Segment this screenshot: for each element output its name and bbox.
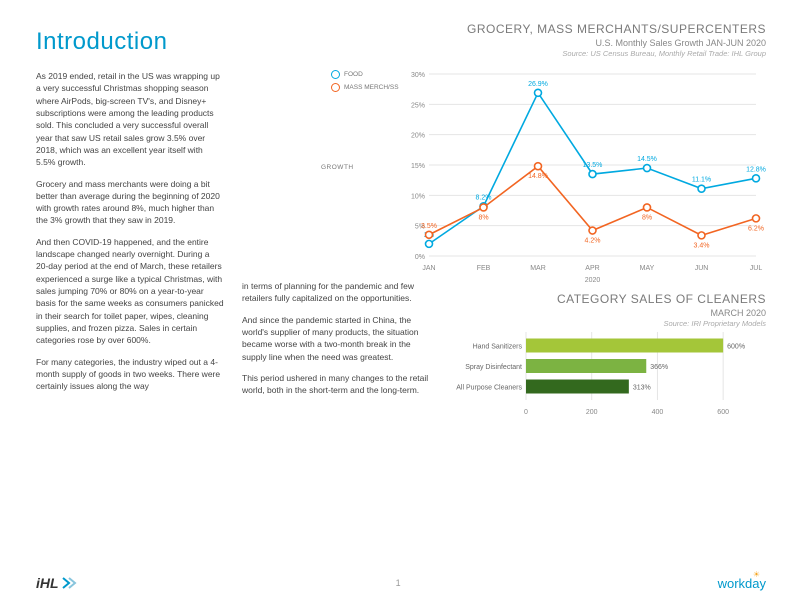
line-chart-legend: FOOD MASS MERCH/SS: [331, 70, 399, 96]
svg-text:Hand Sanitizers: Hand Sanitizers: [473, 344, 523, 351]
line-chart: FOOD MASS MERCH/SS GROWTH 0%5%10%15%20%2…: [401, 64, 766, 284]
bar-chart-source: Source: IRI Proprietary Models: [401, 319, 766, 328]
logo-ihl-text: iHL: [36, 575, 59, 591]
svg-text:JAN: JAN: [422, 265, 435, 272]
bar-chart-subtitle: MARCH 2020: [401, 308, 766, 318]
svg-text:JUN: JUN: [695, 265, 709, 272]
footer: iHL 1 ☀ workday: [0, 575, 802, 591]
svg-text:26.9%: 26.9%: [528, 81, 548, 88]
line-chart-title: GROCERY, MASS MERCHANTS/SUPERCENTERS: [401, 22, 766, 36]
line-chart-ylabel: GROWTH: [321, 164, 354, 171]
bar-chart-svg: 0 200 400 600 Hand Sanitizers 600% Spray Disin…: [446, 328, 766, 418]
svg-text:10%: 10%: [411, 193, 425, 200]
svg-text:600%: 600%: [727, 344, 745, 351]
para-3: And then COVID-19 happened, and the enti…: [36, 236, 224, 347]
svg-text:MAY: MAY: [640, 265, 655, 272]
svg-text:6.2%: 6.2%: [748, 225, 764, 232]
svg-text:20%: 20%: [411, 133, 425, 140]
legend-marker-mass: [331, 83, 340, 92]
svg-text:3.4%: 3.4%: [694, 242, 710, 249]
page-number: 1: [396, 578, 401, 588]
svg-text:25%: 25%: [411, 102, 425, 109]
svg-text:Spray Disinfectant: Spray Disinfectant: [465, 364, 522, 371]
svg-text:600: 600: [717, 409, 729, 416]
chevron-icon: [61, 576, 79, 590]
svg-text:12.8%: 12.8%: [746, 166, 766, 173]
para-1: As 2019 ended, retail in the US was wrap…: [36, 70, 224, 169]
svg-text:MAR: MAR: [530, 265, 546, 272]
svg-text:200: 200: [586, 409, 598, 416]
svg-text:APR: APR: [585, 265, 599, 272]
svg-text:8%: 8%: [478, 214, 488, 221]
svg-text:0%: 0%: [415, 254, 425, 261]
svg-text:All Purpose Cleaners: All Purpose Cleaners: [456, 385, 522, 392]
svg-text:366%: 366%: [650, 364, 668, 371]
logo-workday: ☀ workday: [718, 576, 766, 591]
legend-label-mass: MASS MERCH/SS: [344, 84, 399, 91]
para-2: Grocery and mass merchants were doing a …: [36, 178, 224, 227]
svg-text:15%: 15%: [411, 163, 425, 170]
svg-text:30%: 30%: [411, 72, 425, 79]
line-chart-block: GROCERY, MASS MERCHANTS/SUPERCENTERS U.S…: [401, 22, 766, 284]
legend-label-food: FOOD: [344, 71, 363, 78]
line-chart-source: Source: US Census Bureau, Monthly Retail…: [401, 49, 766, 58]
svg-text:14.5%: 14.5%: [637, 156, 657, 163]
legend-item-mass: MASS MERCH/SS: [331, 83, 399, 92]
svg-text:4.2%: 4.2%: [585, 238, 601, 245]
svg-text:JUL: JUL: [750, 265, 763, 272]
sun-icon: ☀: [753, 570, 760, 579]
svg-text:8.2%: 8.2%: [476, 194, 492, 201]
svg-text:11.1%: 11.1%: [692, 177, 711, 184]
legend-marker-food: [331, 70, 340, 79]
para-4: For many categories, the industry wiped …: [36, 356, 224, 393]
svg-text:313%: 313%: [633, 385, 651, 392]
logo-ihl: iHL: [36, 575, 79, 591]
svg-text:13.5%: 13.5%: [583, 162, 603, 169]
charts-area: GROCERY, MASS MERCHANTS/SUPERCENTERS U.S…: [401, 22, 766, 423]
svg-text:2020: 2020: [585, 277, 601, 284]
svg-text:8%: 8%: [642, 214, 652, 221]
svg-text:3.5%: 3.5%: [421, 223, 437, 230]
line-chart-subtitle: U.S. Monthly Sales Growth JAN-JUN 2020: [401, 38, 766, 48]
svg-text:FEB: FEB: [477, 265, 491, 272]
svg-text:0: 0: [524, 409, 528, 416]
column-left: As 2019 ended, retail in the US was wrap…: [36, 70, 224, 406]
svg-text:14.8%: 14.8%: [528, 173, 548, 180]
bar-chart-title: CATEGORY SALES OF CLEANERS: [401, 292, 766, 306]
legend-item-food: FOOD: [331, 70, 399, 79]
bar-chart-block: CATEGORY SALES OF CLEANERS MARCH 2020 So…: [401, 292, 766, 423]
svg-text:400: 400: [652, 409, 664, 416]
line-chart-svg: 0%5%10%15%20%25%30%JANFEBMARAPRMAYJUNJUL…: [401, 64, 766, 284]
